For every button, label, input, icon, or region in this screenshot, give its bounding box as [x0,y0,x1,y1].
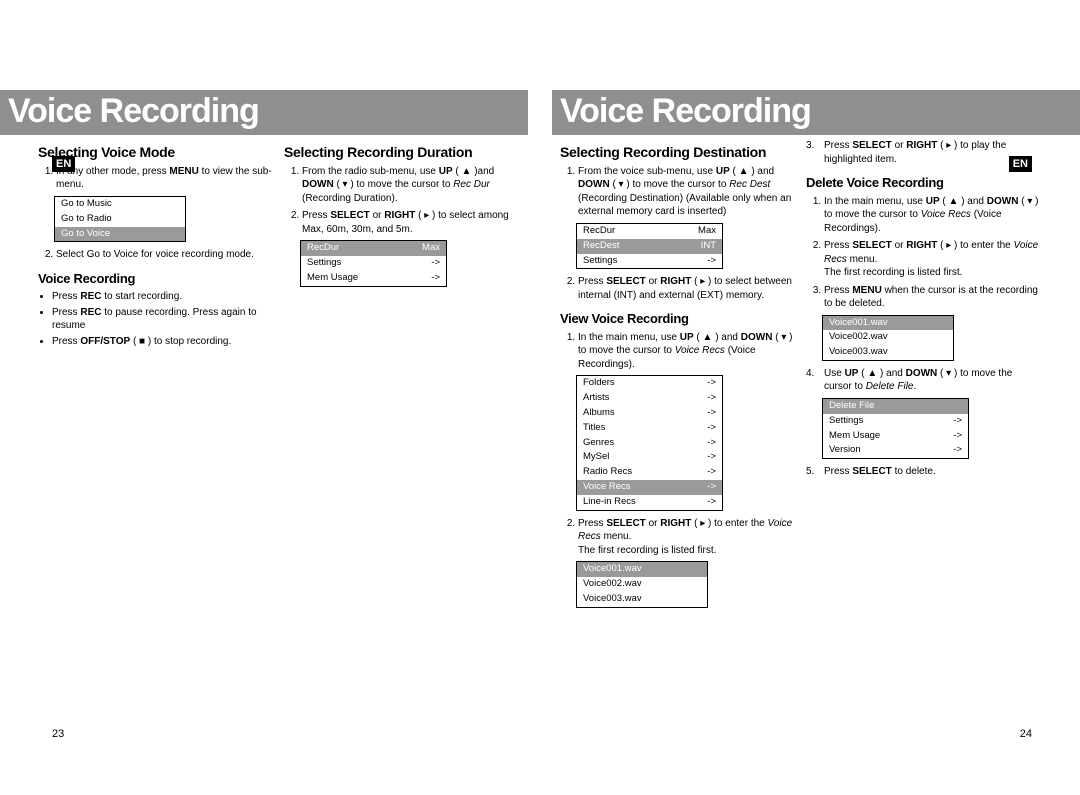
voice-mode-steps-2: Select Go to Voice for voice recording m… [38,248,274,262]
list-item: Press SELECT or RIGHT ( ▸ ) to enter the… [824,239,1042,280]
rec-dest-menu: RecDurMaxRecDestINTSettings-> [576,223,723,269]
menu-row: Genres-> [577,436,722,451]
rec-dest-steps: From the voice sub-menu, use UP ( ▲ ) an… [560,165,796,219]
rec-dest-steps-2: Press SELECT or RIGHT ( ▸ ) to select be… [560,275,796,302]
menu-row: Titles-> [577,421,722,436]
list-item: In the main menu, use UP ( ▲ ) and DOWN … [824,195,1042,236]
menu-row: Line-in Recs-> [577,495,722,510]
list-item: Press MENU when the cursor is at the rec… [824,284,1042,311]
menu-row: Mem Usage-> [301,271,446,286]
list-item: Press REC to pause recording. Press agai… [52,306,274,333]
rec-dur-steps: From the radio sub-menu, use UP ( ▲ )and… [284,165,520,237]
menu-row: Settings-> [577,254,722,269]
section-title-delete: Delete Voice Recording [806,174,1042,192]
menu-row: Voice001.wav [577,562,707,577]
list-item: Press SELECT or RIGHT ( ▸ ) to enter the… [578,517,796,558]
delete-step-5: Press SELECT to delete. [806,465,1042,479]
page-23: Voice Recording EN Selecting Voice Mode … [0,0,540,795]
rec-dur-menu: RecDurMaxSettings->Mem Usage-> [300,240,447,286]
delete-menu-files: Voice001.wavVoice002.wavVoice003.wav [822,315,954,361]
view-steps-2: Press SELECT or RIGHT ( ▸ ) to enter the… [560,517,796,558]
menu-row: MySel-> [577,450,722,465]
page-header: Voice Recording [552,90,1080,135]
menu-row: Settings-> [301,256,446,271]
menu-row: Voice Recs-> [577,480,722,495]
list-item: Use UP ( ▲ ) and DOWN ( ▾ ) to move the … [824,367,1042,394]
column-4: Press SELECT or RIGHT ( ▸ ) to play the … [806,139,1042,614]
menu-row: Mem Usage-> [823,429,968,444]
delete-steps: In the main menu, use UP ( ▲ ) and DOWN … [806,195,1042,311]
delete-menu-delete-file: Delete FileSettings->Mem Usage->Version-… [822,398,969,459]
menu-row: RecDestINT [577,239,722,254]
delete-step-4: Use UP ( ▲ ) and DOWN ( ▾ ) to move the … [806,367,1042,394]
content-area-right: Selecting Recording Destination From the… [552,135,1080,614]
menu-row: RecDurMax [301,241,446,256]
menu-row: Version-> [823,443,968,458]
column-3: Selecting Recording Destination From the… [560,139,796,614]
section-title-voice-recording: Voice Recording [38,270,274,288]
section-title-view: View Voice Recording [560,310,796,328]
list-item: Press SELECT to delete. [824,465,1042,479]
menu-row: Albums-> [577,406,722,421]
menu-row: Radio Recs-> [577,465,722,480]
view-steps: In the main menu, use UP ( ▲ ) and DOWN … [560,331,796,372]
view-menu-files: Voice001.wavVoice002.wavVoice003.wav [576,561,708,607]
list-item: Press SELECT or RIGHT ( ▸ ) to select am… [302,209,520,236]
menu-row: Go to Radio [55,212,185,227]
menu-row: Voice001.wav [823,316,953,331]
menu-row: Settings-> [823,414,968,429]
view-step-3: Press SELECT or RIGHT ( ▸ ) to play the … [806,139,1042,166]
content-area-left: Selecting Voice Mode In any other mode, … [0,135,528,350]
menu-row: RecDurMax [577,224,722,239]
section-title-rec-duration: Selecting Recording Duration [284,143,520,162]
menu-row: Artists-> [577,391,722,406]
voice-rec-bullets: Press REC to start recording. Press REC … [38,290,274,348]
menu-row: Go to Music [55,197,185,212]
list-item: Press OFF/STOP ( ■ ) to stop recording. [52,335,274,349]
menu-row: Voice003.wav [577,592,707,607]
list-item: Press REC to start recording. [52,290,274,304]
menu-row: Delete File [823,399,968,414]
list-item: In the main menu, use UP ( ▲ ) and DOWN … [578,331,796,372]
page-number: 24 [1020,728,1032,740]
list-item: From the voice sub-menu, use UP ( ▲ ) an… [578,165,796,219]
page-header: Voice Recording [0,90,528,135]
list-item: In any other mode, press MENU to view th… [56,165,274,192]
menu-row: Folders-> [577,376,722,391]
section-title-rec-destination: Selecting Recording Destination [560,143,796,162]
list-item: From the radio sub-menu, use UP ( ▲ )and… [302,165,520,206]
menu-row: Voice002.wav [823,330,953,345]
menu-row: Voice002.wav [577,577,707,592]
column-2: Selecting Recording Duration From the ra… [284,139,520,350]
language-badge: EN [1009,156,1032,172]
menu-row: Voice003.wav [823,345,953,360]
list-item: Press SELECT or RIGHT ( ▸ ) to select be… [578,275,796,302]
view-menu-folders: Folders->Artists->Albums->Titles->Genres… [576,375,723,510]
menu-row: Go to Voice [55,227,185,242]
list-item: Select Go to Voice for voice recording m… [56,248,274,262]
page-container: Voice Recording EN Selecting Voice Mode … [0,0,1080,795]
go-to-menu: Go to MusicGo to RadioGo to Voice [54,196,186,242]
language-badge: EN [52,156,75,172]
page-24: Voice Recording EN Selecting Recording D… [540,0,1080,795]
page-number: 23 [52,728,64,740]
